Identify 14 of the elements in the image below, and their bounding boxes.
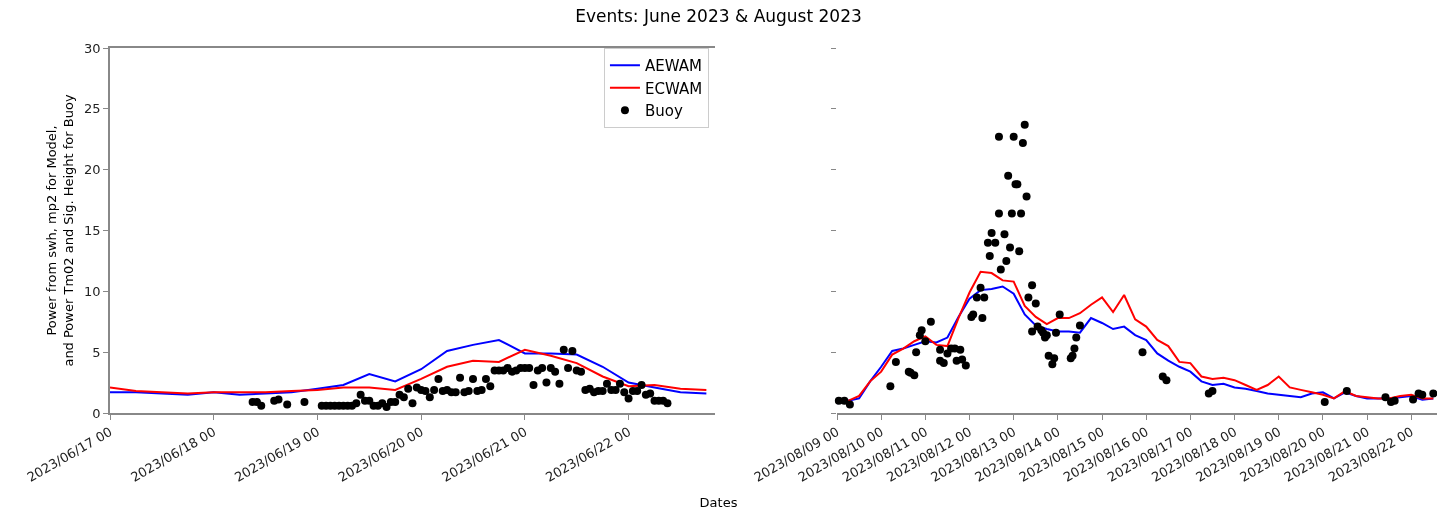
y-tick-label: 25 [84, 101, 101, 117]
y-tick-label: 0 [92, 405, 101, 421]
legend-label: ECWAM [644, 79, 703, 98]
legend-label: Buoy [644, 102, 683, 121]
legend-label: AEWAM [644, 57, 702, 76]
chart-title: Events: June 2023 & August 2023 [574, 6, 863, 26]
y-tick-label: 30 [84, 40, 101, 56]
y-tick-label: 15 [84, 223, 101, 239]
y-tick-label: 10 [84, 283, 101, 299]
x-axis-title: Dates [698, 495, 739, 510]
y-tick-label: 5 [92, 344, 101, 360]
y-tick-label: 20 [84, 162, 101, 178]
y-axis-title: Power from swh, mp2 for Model, and Power Tm02 and Sig. Height for Buoy [43, 94, 76, 367]
line-series [110, 339, 708, 396]
